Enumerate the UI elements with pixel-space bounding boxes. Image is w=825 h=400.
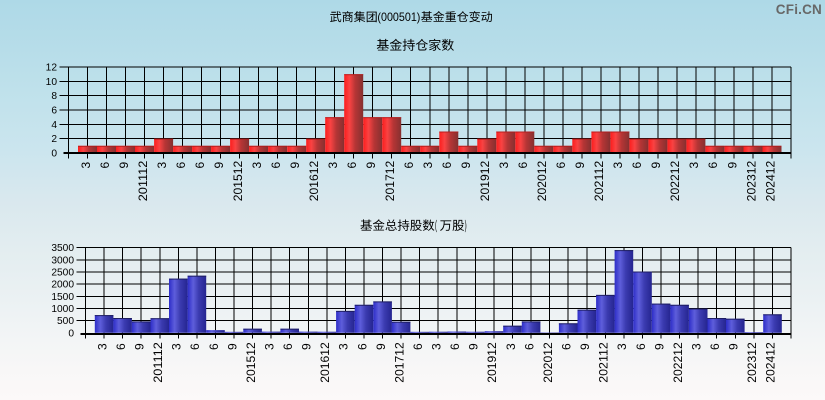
svg-text:202412: 202412 bbox=[764, 342, 778, 383]
svg-text:9: 9 bbox=[725, 161, 739, 168]
svg-text:9: 9 bbox=[578, 343, 592, 350]
svg-text:2: 2 bbox=[51, 134, 57, 145]
svg-text:6: 6 bbox=[193, 161, 207, 168]
svg-text:3: 3 bbox=[250, 161, 264, 168]
svg-text:500: 500 bbox=[57, 316, 74, 327]
svg-text:3: 3 bbox=[95, 343, 109, 350]
svg-text:6: 6 bbox=[448, 343, 462, 350]
svg-text:6: 6 bbox=[522, 343, 536, 350]
svg-text:6: 6 bbox=[269, 161, 283, 168]
svg-text:201612: 201612 bbox=[318, 342, 332, 383]
svg-text:9: 9 bbox=[459, 161, 473, 168]
svg-text:6: 6 bbox=[98, 161, 112, 168]
svg-text:3: 3 bbox=[687, 161, 701, 168]
svg-text:3: 3 bbox=[690, 343, 704, 350]
svg-text:6: 6 bbox=[411, 343, 425, 350]
svg-text:3: 3 bbox=[504, 343, 518, 350]
svg-text:201112: 201112 bbox=[136, 160, 150, 201]
svg-text:6: 6 bbox=[207, 343, 221, 350]
svg-text:3000: 3000 bbox=[51, 255, 74, 266]
svg-text:3: 3 bbox=[170, 343, 184, 350]
svg-text:6: 6 bbox=[560, 343, 574, 350]
svg-text:0: 0 bbox=[51, 149, 57, 160]
svg-text:202312: 202312 bbox=[745, 342, 759, 383]
svg-text:202212: 202212 bbox=[668, 160, 682, 201]
svg-text:1500: 1500 bbox=[51, 292, 74, 303]
svg-text:201512: 201512 bbox=[231, 160, 245, 201]
svg-text:9: 9 bbox=[133, 343, 147, 350]
svg-text:6: 6 bbox=[440, 161, 454, 168]
svg-text:6: 6 bbox=[355, 343, 369, 350]
svg-text:6: 6 bbox=[554, 161, 568, 168]
svg-text:3: 3 bbox=[430, 343, 444, 350]
svg-text:6: 6 bbox=[51, 106, 57, 117]
svg-text:2000: 2000 bbox=[51, 280, 74, 291]
svg-text:3: 3 bbox=[326, 161, 340, 168]
svg-text:202212: 202212 bbox=[671, 342, 685, 383]
svg-text:3: 3 bbox=[263, 343, 277, 350]
svg-text:9: 9 bbox=[727, 343, 741, 350]
svg-text:201112: 201112 bbox=[151, 342, 165, 383]
svg-text:201612: 201612 bbox=[307, 160, 321, 201]
svg-text:12: 12 bbox=[46, 63, 58, 74]
svg-text:0: 0 bbox=[68, 328, 74, 339]
svg-text:201512: 201512 bbox=[244, 342, 258, 383]
svg-text:6: 6 bbox=[281, 343, 295, 350]
svg-text:3: 3 bbox=[497, 161, 511, 168]
svg-text:9: 9 bbox=[212, 161, 226, 168]
svg-text:3: 3 bbox=[337, 343, 351, 350]
svg-text:6: 6 bbox=[706, 161, 720, 168]
svg-text:202312: 202312 bbox=[744, 160, 758, 201]
svg-text:4: 4 bbox=[51, 120, 57, 131]
svg-text:9: 9 bbox=[573, 161, 587, 168]
svg-text:9: 9 bbox=[117, 161, 131, 168]
svg-text:202412: 202412 bbox=[763, 160, 777, 201]
svg-text:3: 3 bbox=[611, 161, 625, 168]
svg-text:9: 9 bbox=[288, 161, 302, 168]
svg-text:9: 9 bbox=[652, 343, 666, 350]
svg-text:3: 3 bbox=[421, 161, 435, 168]
svg-text:9: 9 bbox=[300, 343, 314, 350]
svg-text:6: 6 bbox=[516, 161, 530, 168]
svg-text:CFi.CN: CFi.CN bbox=[776, 2, 822, 17]
svg-text:3500: 3500 bbox=[51, 243, 74, 254]
svg-text:6: 6 bbox=[188, 343, 202, 350]
svg-text:202112: 202112 bbox=[592, 160, 606, 201]
svg-text:3: 3 bbox=[79, 161, 93, 168]
svg-text:9: 9 bbox=[364, 161, 378, 168]
svg-text:6: 6 bbox=[114, 343, 128, 350]
svg-text:9: 9 bbox=[225, 343, 239, 350]
svg-text:6: 6 bbox=[345, 161, 359, 168]
svg-text:(000501): (000501) bbox=[377, 10, 420, 24]
svg-text:201912: 201912 bbox=[485, 342, 499, 383]
svg-text:2500: 2500 bbox=[51, 268, 74, 279]
svg-text:1000: 1000 bbox=[51, 304, 74, 315]
svg-text:9: 9 bbox=[649, 161, 663, 168]
svg-text:6: 6 bbox=[174, 161, 188, 168]
svg-text:202012: 202012 bbox=[535, 160, 549, 201]
svg-text:202112: 202112 bbox=[597, 342, 611, 383]
svg-text:6: 6 bbox=[634, 343, 648, 350]
svg-text:201712: 201712 bbox=[392, 342, 406, 383]
svg-text:201712: 201712 bbox=[383, 160, 397, 201]
svg-text:10: 10 bbox=[46, 77, 58, 88]
svg-text:6: 6 bbox=[402, 161, 416, 168]
svg-text:201912: 201912 bbox=[478, 160, 492, 201]
svg-text:6: 6 bbox=[630, 161, 644, 168]
svg-text:6: 6 bbox=[708, 343, 722, 350]
svg-text:8: 8 bbox=[51, 91, 57, 102]
svg-text:3: 3 bbox=[615, 343, 629, 350]
svg-text:3: 3 bbox=[155, 161, 169, 168]
svg-text:9: 9 bbox=[374, 343, 388, 350]
svg-text:9: 9 bbox=[467, 343, 481, 350]
svg-text:202012: 202012 bbox=[541, 342, 555, 383]
